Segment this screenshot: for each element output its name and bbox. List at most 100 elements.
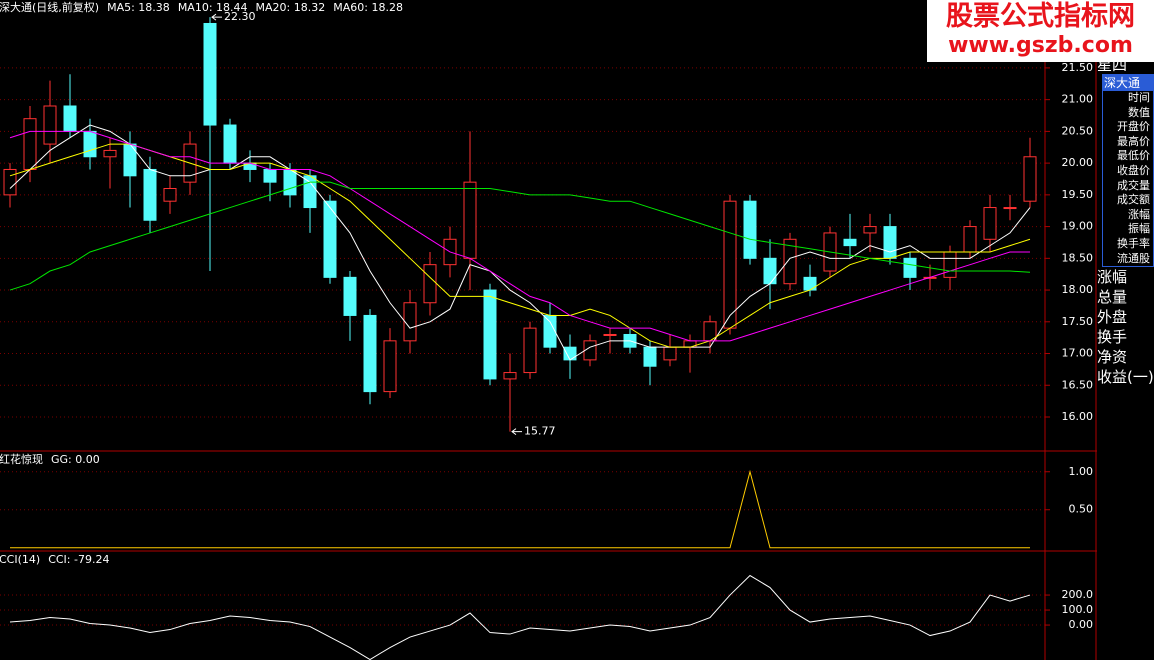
list-item[interactable]: 成交量 <box>1117 178 1150 192</box>
watermark: 股票公式指标网 www.gszb.com <box>927 0 1154 62</box>
candle-body <box>663 346 677 361</box>
candle-body <box>223 124 237 164</box>
quote-field: 涨幅 <box>1097 268 1128 287</box>
series-line <box>9 124 1031 361</box>
panel <box>0 17 1045 432</box>
candle-body <box>963 226 977 253</box>
y-tick-label: 21.00 <box>1062 93 1094 106</box>
candle-body <box>323 200 337 278</box>
panel-title: 红花惊现 <box>0 452 43 466</box>
y-tick-label: 19.00 <box>1062 220 1094 233</box>
annotation-arrow <box>211 13 222 21</box>
quote-field: 净资 <box>1097 348 1128 367</box>
candle-body <box>303 175 317 209</box>
y-tick-label: 18.00 <box>1062 283 1094 296</box>
candle-body <box>1003 207 1017 210</box>
list-item[interactable]: 流通股 <box>1117 251 1150 265</box>
candle-body <box>23 118 37 170</box>
legend-entry: MA10: 18.44 <box>178 1 248 14</box>
watermark-name: 股票公式指标网 <box>946 1 1135 32</box>
y-tick-label: 1.00 <box>1069 465 1094 478</box>
candle-body <box>143 168 157 221</box>
candle-body <box>983 207 997 240</box>
candle-body <box>383 340 397 393</box>
annotation-arrow <box>511 428 522 435</box>
candle-body <box>83 130 97 158</box>
panel-title: 深大通(日线,前复权) <box>0 0 99 14</box>
candle-body <box>583 340 597 361</box>
list-item[interactable]: 收盘价 <box>1117 163 1150 177</box>
candle-body <box>423 264 437 304</box>
candle-body <box>943 251 957 278</box>
quote-field: 总量 <box>1097 288 1128 307</box>
candle-body <box>363 314 377 393</box>
candle-body <box>403 302 417 342</box>
y-tick-label: 16.50 <box>1062 378 1094 391</box>
side-panel: 星四 深大通 时间 数值 开盘价 最高价 最低价 收盘价 成交量 成交额 涨幅 振幅 换手率 流通股 … <box>1097 56 1154 660</box>
candle-body <box>603 333 617 336</box>
y-tick-label: 18.50 <box>1062 251 1094 264</box>
candle-body <box>283 168 297 196</box>
list-item[interactable]: 涨幅 <box>1128 207 1150 221</box>
candle-body <box>863 226 877 234</box>
candle-body <box>43 105 57 145</box>
series-line <box>10 469 1030 549</box>
y-tick-label: 20.00 <box>1062 156 1094 169</box>
quote-field: 换手 <box>1097 328 1128 347</box>
candle-body <box>103 149 117 158</box>
list-item[interactable]: 换手率 <box>1117 236 1150 250</box>
candle-body <box>903 257 917 278</box>
annotation: 15.77 <box>524 425 556 438</box>
legend-entry: MA20: 18.32 <box>256 1 326 14</box>
candle-body <box>783 238 797 285</box>
annotation: 22.30 <box>224 10 256 23</box>
list-item[interactable]: 最低价 <box>1117 149 1150 163</box>
panel <box>0 469 1045 549</box>
candle-body <box>743 200 757 259</box>
quote-field: 外盘 <box>1097 308 1128 327</box>
legend-entry: CCI: -79.24 <box>48 553 109 566</box>
candle-body <box>483 289 497 380</box>
candle-body <box>63 105 77 132</box>
y-tick-label: 20.50 <box>1062 124 1094 137</box>
y-tick-label: 17.00 <box>1062 347 1094 360</box>
candle-body <box>803 276 817 291</box>
list-item[interactable]: 成交额 <box>1117 193 1150 207</box>
y-tick-label: 16.00 <box>1062 410 1094 423</box>
list-item[interactable]: 最高价 <box>1117 134 1150 148</box>
y-tick-label: 0.50 <box>1069 503 1094 516</box>
candle-body <box>343 276 357 316</box>
y-tick-label: 21.50 <box>1062 61 1094 74</box>
list-item[interactable]: 数值 <box>1128 105 1150 119</box>
candle-body <box>723 200 737 329</box>
candle-body <box>563 346 577 361</box>
y-tick-label: 200.0 <box>1062 588 1094 601</box>
candle-body <box>1023 156 1037 202</box>
legend-entry: MA5: 18.38 <box>107 1 170 14</box>
list-item[interactable]: 开盘价 <box>1117 120 1150 134</box>
list-title[interactable]: 深大通 <box>1103 75 1153 91</box>
series-line <box>9 574 1031 660</box>
watermark-url: www.gszb.com <box>948 33 1133 58</box>
series-line <box>9 143 1031 348</box>
candle-body <box>263 168 277 183</box>
candle-body <box>763 257 777 285</box>
candle-body <box>163 188 177 202</box>
y-tick-label: 0.00 <box>1069 618 1094 631</box>
y-tick-label: 17.50 <box>1062 315 1094 328</box>
panel <box>0 574 1045 660</box>
candle-body <box>643 346 657 367</box>
legend-entry: MA60: 18.28 <box>333 1 403 14</box>
candle-body <box>463 181 477 259</box>
list-item[interactable]: 振幅 <box>1128 222 1150 236</box>
candle-body <box>883 226 897 259</box>
candle-body <box>543 314 557 348</box>
y-tick-label: 19.50 <box>1062 188 1094 201</box>
quote-field: 收益(一)0 <box>1097 368 1154 387</box>
list-item[interactable]: 时间 <box>1128 91 1150 104</box>
candle-body <box>3 168 17 196</box>
y-tick-label: 100.0 <box>1062 603 1094 616</box>
